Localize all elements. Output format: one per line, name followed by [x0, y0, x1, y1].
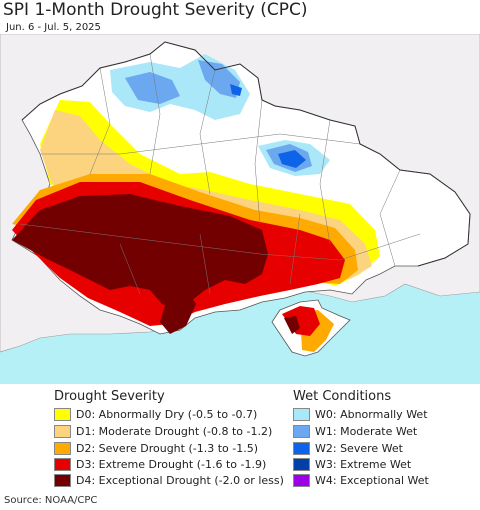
wet-w2-east — [278, 150, 306, 168]
legend-item-d2: D2: Severe Drought (-1.3 to -1.5) — [54, 441, 258, 455]
legend-item-d1: D1: Moderate Drought (-0.8 to -1.2) — [54, 424, 272, 438]
admin-boundaries — [19, 53, 421, 295]
country-border — [21, 41, 471, 267]
legend-label-d2: D2: Severe Drought (-1.3 to -1.5) — [76, 441, 259, 455]
drought-d4-crimea — [284, 316, 300, 334]
source-credit: Source: NOAA/CPC — [4, 495, 98, 506]
legend-item-w1: W1: Moderate Wet — [293, 424, 417, 438]
legend-label-w3: W3: Extreme Wet — [315, 457, 412, 471]
wet-w2-ne — [230, 84, 242, 96]
swatch-d3 — [54, 457, 71, 471]
legend-item-w3: W3: Extreme Wet — [293, 457, 411, 471]
swatch-w1 — [293, 424, 310, 438]
legend-label-w1: W1: Moderate Wet — [315, 424, 418, 438]
legend-item-w2: W2: Severe Wet — [293, 441, 403, 455]
drought-legend-title: Drought Severity — [54, 389, 165, 404]
legend-label-w2: W2: Severe Wet — [315, 441, 403, 455]
swatch-d4 — [54, 473, 71, 487]
legend-item-w0: W0: Abnormally Wet — [293, 407, 428, 421]
drought-d3-crimea — [282, 306, 320, 336]
swatch-w4 — [293, 473, 310, 487]
swatch-w3 — [293, 457, 310, 471]
swatch-d0 — [54, 407, 71, 421]
swatch-d1 — [54, 424, 71, 438]
legend-item-w4: W4: Exceptional Wet — [293, 473, 429, 487]
legend-item-d0: D0: Abnormally Dry (-0.5 to -0.7) — [54, 407, 257, 421]
swatch-w0 — [293, 407, 310, 421]
legend-label-d1: D1: Moderate Drought (-0.8 to -1.2) — [76, 424, 273, 438]
drought-map — [0, 34, 480, 384]
legend-label-w0: W0: Abnormally Wet — [315, 407, 428, 421]
legend-label-d4: D4: Exceptional Drought (-2.0 or less) — [76, 473, 284, 487]
legend-label-d0: D0: Abnormally Dry (-0.5 to -0.7) — [76, 407, 258, 421]
wet-legend-title: Wet Conditions — [293, 389, 392, 404]
wet-w1-north — [125, 72, 180, 104]
drought-d4-south — [160, 290, 196, 334]
legend-item-d4: D4: Exceptional Drought (-2.0 or less) — [54, 473, 284, 487]
legend-item-d3: D3: Extreme Drought (-1.6 to -1.9) — [54, 457, 266, 471]
wet-w1-ne — [198, 60, 240, 98]
legend-label-d3: D3: Extreme Drought (-1.6 to -1.9) — [76, 457, 267, 471]
date-range: Jun. 6 - Jul. 5, 2025 — [6, 22, 101, 33]
legend-label-w4: W4: Exceptional Wet — [315, 473, 429, 487]
map-title: SPI 1-Month Drought Severity (CPC) — [3, 0, 308, 20]
drought-d4 — [12, 194, 268, 310]
swatch-d2 — [54, 441, 71, 455]
swatch-w2 — [293, 441, 310, 455]
